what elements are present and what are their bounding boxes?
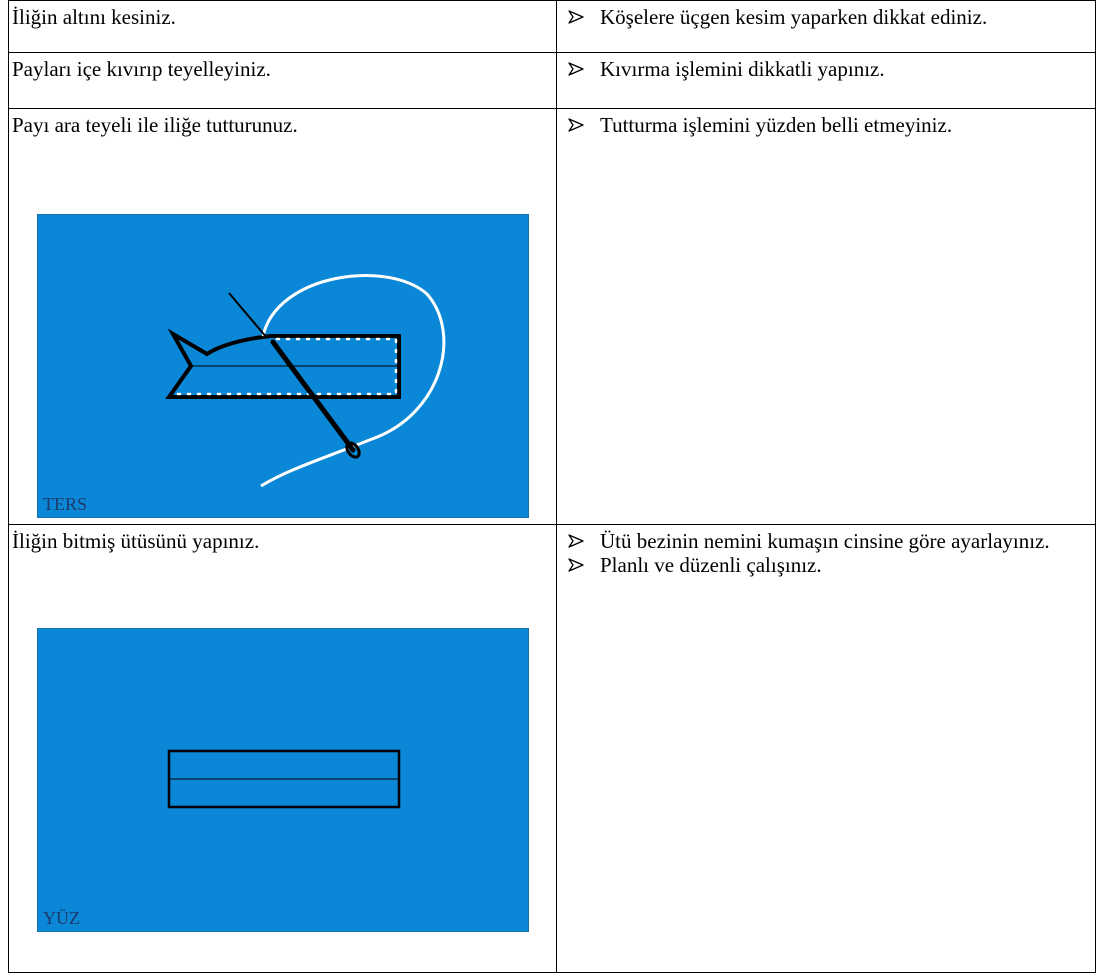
step-cell: İliğin bitmiş ütüsünü yapınız. YÜZ — [8, 524, 557, 973]
tips-cell: Tutturma işlemini yüzden belli etmeyiniz… — [556, 108, 1096, 525]
illustration: TERS — [37, 214, 529, 518]
arrowhead — [568, 62, 584, 76]
illustration: YÜZ — [37, 628, 529, 932]
tip: Tutturma işlemini yüzden belli etmeyiniz… — [557, 113, 1083, 137]
thread — [260, 274, 446, 488]
tips-cell: Köşelere üçgen kesim yaparken dikkat edi… — [556, 0, 1096, 53]
arrowhead — [568, 558, 584, 572]
tips-list: Kıvırma işlemini dikkatli yapınız. — [557, 57, 1083, 81]
tip: Ütü bezinin nemini kumaşın cinsine göre … — [557, 529, 1083, 553]
bullet-arrow — [568, 534, 584, 548]
tip-text: Tutturma işlemini yüzden belli etmeyiniz… — [600, 113, 953, 137]
tip: Köşelere üçgen kesim yaparken dikkat edi… — [557, 5, 1083, 29]
step-text: Payı ara teyeli ile iliğe tutturunuz. — [12, 113, 298, 137]
tip-text: Planlı ve düzenli çalışınız. — [600, 553, 822, 577]
bullet-arrow — [568, 10, 584, 24]
tip-text: Köşelere üçgen kesim yaparken dikkat edi… — [600, 5, 988, 29]
needle — [270, 339, 356, 453]
tip-text: Ütü bezinin nemini kumaşın cinsine göre … — [600, 529, 1050, 553]
illustration-label: TERS — [43, 494, 87, 514]
tips-list: Köşelere üçgen kesim yaparken dikkat edi… — [557, 5, 1083, 29]
tip-text: Kıvırma işlemini dikkatli yapınız. — [600, 57, 885, 81]
step-cell: İliğin altını kesiniz. — [8, 0, 557, 53]
tips-list: Tutturma işlemini yüzden belli etmeyiniz… — [557, 113, 1083, 137]
fabric — [37, 628, 529, 932]
tip: Planlı ve düzenli çalışınız. — [557, 553, 1083, 577]
seam-allowance — [165, 328, 401, 399]
baste-stitches — [175, 337, 398, 396]
step-text: Payları içe kıvırıp teyelleyiniz. — [12, 57, 271, 81]
needle-tip — [228, 292, 268, 339]
tip: Kıvırma işlemini dikkatli yapınız. — [557, 57, 1083, 81]
tips-cell: Kıvırma işlemini dikkatli yapınız. — [556, 52, 1096, 109]
needle-eye — [345, 441, 361, 459]
illustration-label: YÜZ — [43, 908, 80, 928]
step-text: İliğin bitmiş ütüsünü yapınız. — [12, 529, 260, 553]
step-text: İliğin altını kesiniz. — [12, 5, 176, 29]
bullet-arrow — [568, 62, 584, 76]
step-cell: Payı ara teyeli ile iliğe tutturunuz. TER… — [8, 108, 557, 525]
tips-cell: Ütü bezinin nemini kumaşın cinsine göre … — [556, 524, 1096, 973]
tips-list: Ütü bezinin nemini kumaşın cinsine göre … — [557, 529, 1083, 577]
arrowhead — [568, 534, 584, 548]
step-cell: Payları içe kıvırıp teyelleyiniz. — [8, 52, 557, 109]
arrowhead — [568, 10, 584, 24]
bullet-arrow — [568, 558, 584, 572]
bullet-arrow — [568, 118, 584, 132]
arrowhead — [568, 118, 584, 132]
